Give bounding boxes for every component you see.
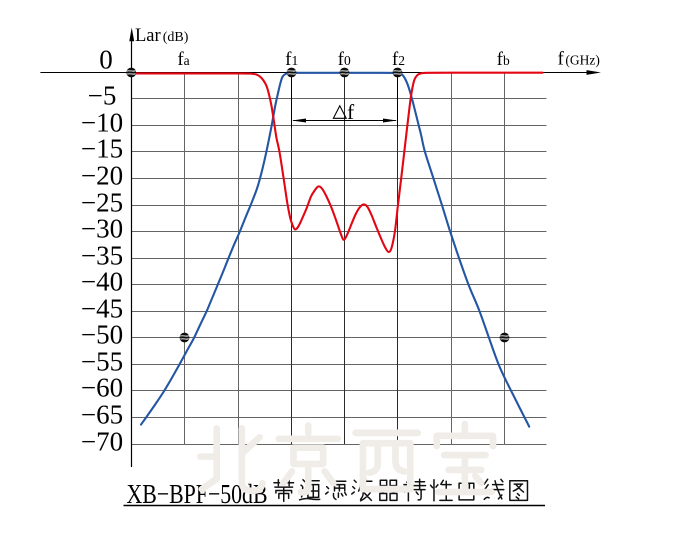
svg-text:−25: −25	[81, 188, 123, 218]
svg-text:−10: −10	[81, 108, 123, 138]
svg-text:f: f	[347, 100, 355, 124]
svg-text:f0: f0	[338, 49, 351, 70]
svg-text:fa: fa	[177, 49, 189, 70]
svg-text:−30: −30	[81, 214, 123, 244]
svg-text:f(GHz): f (GHz)	[558, 49, 600, 70]
svg-text:−50: −50	[81, 320, 123, 350]
svg-text:−70: −70	[81, 427, 123, 457]
svg-text:Lar(dB): Lar (dB)	[135, 26, 189, 46]
svg-text:−40: −40	[81, 267, 123, 297]
svg-text:−35: −35	[81, 241, 123, 271]
svg-text:fb: fb	[497, 49, 510, 70]
svg-text:−5: −5	[88, 81, 117, 111]
svg-text:f2: f2	[392, 49, 405, 70]
svg-text:−45: −45	[81, 294, 123, 324]
svg-text:−55: −55	[81, 347, 123, 377]
svg-text:−15: −15	[81, 134, 123, 164]
svg-text:−20: −20	[81, 161, 123, 191]
svg-text:0: 0	[99, 45, 113, 75]
svg-text:f1: f1	[285, 49, 298, 70]
svg-text:XB−BPF−50dB: XB−BPF−50dB	[127, 478, 268, 509]
svg-text:−65: −65	[81, 400, 123, 430]
svg-text:−60: −60	[81, 373, 123, 403]
